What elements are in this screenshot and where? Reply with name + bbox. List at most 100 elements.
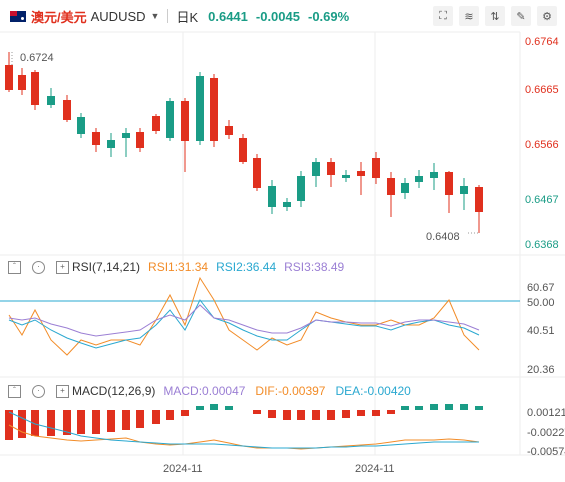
price-change-percent: -0.69% [307,8,350,24]
symbol-name[interactable]: 澳元/美元 [31,9,87,25]
candlestick-series [5,52,483,233]
collapse-icon[interactable]: ˆ [8,384,21,398]
y-tick-label: 0.6467 [525,194,559,206]
y-tick-label: 0.6368 [525,239,559,251]
collapse-icon[interactable]: ˆ [8,260,21,274]
candle-body [5,65,13,90]
chart-header: 澳元/美元 AUDUSD ▼ 日K 0.6441 -0.0045 -0.69% … [0,0,565,32]
rsi2-value: RSI2:36.44 [216,260,277,274]
macd-bar [387,410,395,414]
macd-bar [18,410,26,438]
macd-bar [122,410,130,430]
candle-body [401,183,409,193]
candle-body [107,140,115,148]
macd-bar [283,410,291,420]
rsi3-value: RSI3:38.49 [284,260,345,274]
rsi-y-tick-label: 60.67 [527,282,555,294]
candle-body [253,158,261,188]
y-tick-label: 0.6665 [525,84,559,96]
x-tick-label: 2024-11 [163,463,203,475]
candle-body [430,172,438,178]
macd-bar [31,410,39,436]
macd-bar [342,410,350,418]
drawing-icon[interactable]: ✎ [511,6,531,26]
macd-bar [475,406,483,410]
expand-icon[interactable]: + [56,260,69,274]
toolbar: ⛶ ≋ ⇅ ✎ ⚙ [433,6,557,26]
macd-bar [77,410,85,434]
macd-bar [445,404,453,410]
candle-body [268,186,276,207]
rsi3-line [8,304,480,337]
macd-bar [136,410,144,428]
candle-body [92,132,100,145]
dif-value: DIF:-0.00397 [255,384,326,398]
rsi-y-tick-label: 50.00 [527,297,555,309]
macd-bar [430,404,438,410]
macd-bar [415,406,423,410]
macd-bar [312,410,320,420]
macd-bar [268,410,276,418]
candle-body [239,138,247,162]
rsi-name[interactable]: RSI(7,14,21) [72,260,141,274]
symbol-code[interactable]: AUDUSD [90,8,146,24]
macd-bar [253,410,261,414]
candle-body [210,78,218,141]
candle-body [357,171,365,176]
candle-body [415,176,423,182]
macd-bar [92,410,100,434]
y-tick-label: 0.6566 [525,139,559,151]
low-annotation: 0.6408 [426,231,460,243]
candle-body [460,186,468,194]
macd-bar [357,410,365,416]
candle-body [445,172,453,195]
candle-body [297,176,305,201]
compare-icon[interactable]: ⇅ [485,6,505,26]
macd-y-tick-label: 0.00121 [527,407,565,419]
candle-body [196,76,204,141]
macd-bar [107,410,115,432]
candle-body [387,178,395,195]
macd-bar [47,410,55,436]
indicator-icon[interactable]: ≋ [459,6,479,26]
macd-panel-title: ˆ · + MACD(12,26,9) MACD:0.00047 DIF:-0.… [0,383,411,399]
macd-y-tick-label: -0.00227 [527,427,565,439]
period-selector[interactable]: 日K [176,9,199,25]
macd-bar [460,404,468,410]
x-tick-label: 2024-11 [355,463,395,475]
candle-body [18,75,26,90]
candle-body [63,100,71,120]
macd-bar [372,410,380,416]
candle-body [225,126,233,135]
candle-body [122,133,130,138]
candle-body [31,72,39,105]
macd-bar [225,406,233,410]
divider [167,9,169,23]
macd-bar [63,410,71,435]
candle-body [327,162,335,175]
candle-body [166,101,174,138]
candle-body [475,187,483,212]
rsi1-value: RSI1:31.34 [148,260,209,274]
dea-line [8,411,479,449]
macd-bar [327,410,335,420]
chevron-down-icon[interactable]: ▼ [150,11,160,21]
high-annotation: 0.6724 [20,52,54,64]
rsi-panel-title: ˆ · + RSI(7,14,21) RSI1:31.34 RSI2:36.44… [0,259,352,275]
macd-name[interactable]: MACD(12,26,9) [72,384,156,398]
chart-type-icon[interactable]: ⛶ [433,6,453,26]
settings-icon[interactable]: ⚙ [537,6,557,26]
macd-bar [401,406,409,410]
expand-icon[interactable]: + [56,384,69,398]
dea-value: DEA:-0.00420 [335,384,411,398]
settings-icon[interactable]: · [32,384,45,398]
candle-body [181,101,189,141]
candle-body [136,132,144,148]
candle-body [47,96,55,105]
settings-icon[interactable]: · [32,260,45,274]
candle-body [77,117,85,134]
y-tick-label: 0.6764 [525,36,559,48]
candle-body [152,116,160,131]
macd-y-tick-label: -0.00574 [527,446,565,458]
